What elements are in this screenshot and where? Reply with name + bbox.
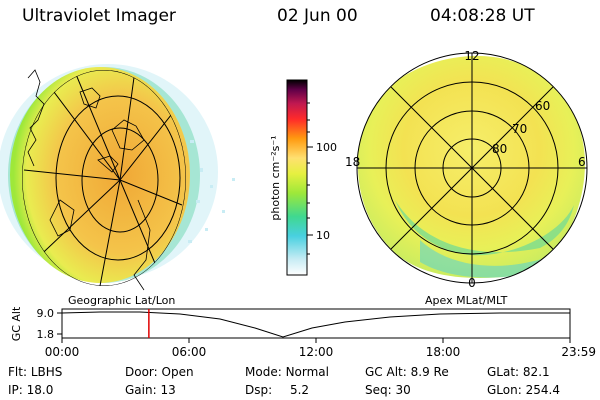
mlat-label-60: 60 [535,99,550,113]
info-glat: GLat: 82.1 [487,365,550,379]
green-band [395,200,574,256]
timeline-ytick-1-8: 1.8 [37,328,55,341]
info-door: Door: Open [125,365,194,379]
info-flt: Flt: LBHS [8,365,63,379]
colorbar-tick-100: 100 [316,141,337,154]
date-label: 02 Jun 00 [277,6,358,26]
scatter-dots [188,140,235,243]
timeline-ylabel: GC Alt [10,306,23,341]
geographic-image [0,64,235,291]
mlt-label-0: 0 [468,276,476,290]
mlt-label-18: 18 [345,155,360,169]
timeline-xtick: 18:00 [426,345,461,359]
colorbar-tick-10: 10 [316,229,330,242]
altitude-curve [61,311,570,338]
mlat-circles [356,52,588,284]
altitude-timeline [57,308,571,343]
timeline-xtick: 12:00 [299,345,334,359]
cyan-band [420,240,545,278]
timeline-xtick: 00:00 [45,345,80,359]
mlt-label-6: 6 [578,155,586,169]
timeline-xtick: 06:00 [172,345,207,359]
mlt-label-12: 12 [464,49,479,63]
timeline-xtick: 23:59 [561,345,596,359]
info-seq: Seq: 30 [365,383,411,397]
info-gc-alt: GC Alt: 8.9 Re [365,365,449,379]
timeline-frame [61,308,571,339]
timeline-ytick-9: 9.0 [37,307,55,320]
mlat-label-70: 70 [512,122,527,136]
instrument-title: Ultraviolet Imager [22,6,176,26]
colorbar-ticks [307,102,313,255]
magnetic-polar-image [356,52,588,284]
info-glon: GLon: 254.4 [487,383,560,397]
auroral-oval-left [10,67,190,283]
coastlines [27,69,151,291]
info-mode: Mode: Normal [245,365,329,379]
colorbar [286,79,308,276]
colorbar-unit-label: photon cm⁻²s⁻¹ [269,135,282,220]
info-gain: Gain: 13 [125,383,176,397]
info-dsp: Dsp: 5.2 [245,383,310,397]
left-panel-label: Geographic Lat/Lon [68,294,175,307]
mlat-label-80: 80 [492,142,507,156]
info-ip: IP: 18.0 [8,383,54,397]
right-panel-label: Apex MLat/MLT [425,294,508,307]
time-label: 04:08:28 UT [430,6,535,26]
